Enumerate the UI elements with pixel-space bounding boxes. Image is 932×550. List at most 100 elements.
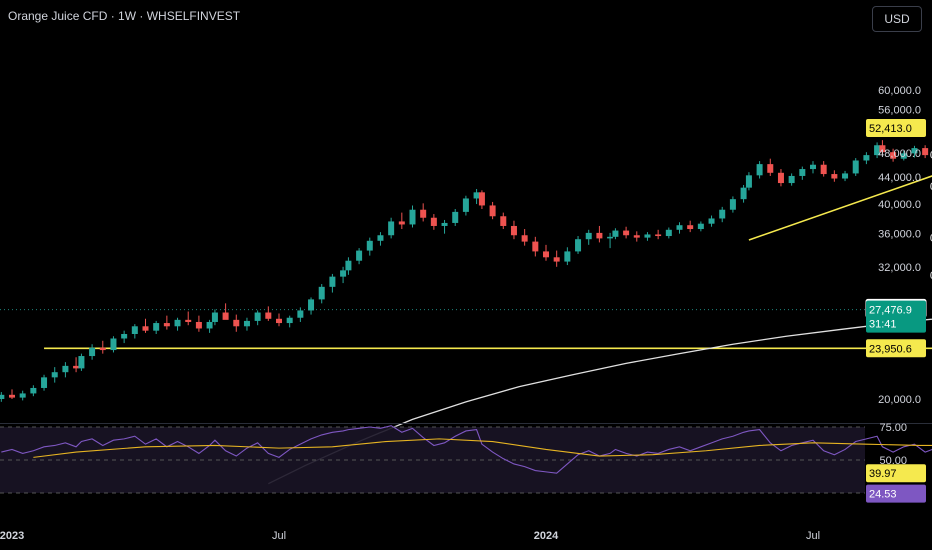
candle-body	[478, 192, 485, 206]
candle-body	[633, 235, 640, 238]
candle-body	[676, 225, 683, 230]
rsi-pane	[0, 425, 932, 494]
candle-body	[543, 251, 549, 258]
price-badge: 27,476.9	[869, 305, 912, 317]
candle-body	[377, 235, 384, 241]
candle-body	[462, 198, 469, 212]
candle-body	[185, 319, 192, 322]
currency-button[interactable]: USD	[872, 6, 922, 32]
candle-body	[78, 356, 85, 369]
candle-body	[874, 145, 881, 156]
candle-body	[41, 377, 48, 388]
candle-body	[489, 205, 496, 217]
price-badge-bg	[866, 339, 926, 358]
candle-body	[254, 312, 261, 321]
candle-body	[532, 241, 539, 252]
rsi-badge: 24.53	[869, 489, 897, 501]
moving-average-line	[268, 318, 932, 485]
rsi-line	[1, 425, 932, 474]
candle-body	[174, 319, 181, 327]
rsi-tick-label: 75.00	[879, 422, 907, 434]
time-tick-label: Jul	[806, 530, 820, 542]
candle-body	[575, 239, 582, 252]
time-tick-label: 2023	[0, 530, 24, 542]
candle-body	[318, 286, 325, 300]
candle-body	[831, 174, 838, 179]
fib-label: 0.382 (35,495.6)	[930, 233, 932, 245]
price-badge-countdown: 31:41	[869, 319, 897, 331]
candle-body	[329, 276, 336, 287]
candle-body	[420, 209, 427, 218]
price-badge: 23,950.6	[869, 343, 912, 355]
time-tick-label: 2024	[534, 530, 559, 542]
candle-body	[62, 365, 69, 373]
candle-body	[441, 222, 448, 226]
price-tick-label: 44,000.0	[878, 172, 921, 184]
price-tick-label: 36,000.0	[878, 229, 921, 241]
candle-body	[9, 394, 15, 398]
candle-body	[719, 209, 726, 219]
price-badge-bg	[866, 119, 926, 138]
chart-title: Orange Juice CFD · 1W · WHSELFINVEST	[8, 9, 241, 23]
candle-body	[121, 333, 128, 339]
candle-body	[890, 152, 897, 159]
axes: 60,000.0 56,000.0 48,000.0 44,000.0 40,000.0…	[0, 85, 932, 542]
candle-body	[922, 148, 929, 156]
candle-body	[195, 321, 202, 329]
candle-body	[211, 312, 218, 322]
candle-body	[697, 223, 704, 230]
candle-body	[356, 250, 363, 261]
candle-body	[243, 320, 250, 327]
candle-body	[863, 155, 870, 161]
candle-body	[308, 299, 315, 311]
candle-body	[655, 234, 662, 237]
candle-body	[911, 148, 918, 154]
candle-body	[0, 394, 5, 399]
price-badge-bg	[866, 300, 926, 333]
candle-body	[19, 393, 26, 398]
price-tick-label: 56,000.0	[878, 104, 921, 116]
trendline	[748, 175, 932, 241]
candle-body	[740, 187, 747, 200]
candle-body	[756, 164, 763, 176]
candle-body	[89, 347, 96, 357]
price-pane: 1 (54,141.3)0.786 (47,681.7)0.618 (42,61…	[0, 140, 932, 485]
candle-body	[473, 192, 480, 199]
candle-body	[810, 164, 816, 170]
price-tick-label: 20,000.0	[878, 394, 921, 406]
price-tick-label: 48,000.0	[878, 148, 921, 160]
candle-body	[345, 260, 352, 271]
candle-body	[233, 319, 240, 327]
rsi-badge-bg	[866, 464, 926, 483]
candle-body	[73, 365, 80, 369]
candle-body	[564, 251, 571, 262]
candle-body	[777, 172, 784, 184]
price-tick-label: 32,000.0	[878, 262, 921, 274]
rsi-badge: 39.97	[869, 468, 897, 480]
rsi-ma-line	[33, 438, 932, 458]
candle-body	[99, 347, 106, 351]
candle-body	[430, 217, 437, 226]
price-badge: 52,413.0	[869, 123, 912, 135]
candle-body	[297, 310, 304, 318]
candle-body	[276, 318, 282, 324]
candle-body	[596, 232, 603, 239]
candle-body	[879, 145, 886, 153]
candle-body	[521, 235, 528, 242]
candle-body	[644, 234, 651, 238]
candle-body	[842, 173, 849, 179]
candle-body	[607, 236, 614, 239]
candle-body	[788, 175, 795, 184]
candle-body	[388, 221, 395, 236]
candle-body	[340, 270, 347, 277]
rsi-tick-label: 50.00	[879, 455, 907, 467]
candle-body	[799, 169, 806, 176]
candle-body	[585, 232, 592, 240]
candle-body	[398, 221, 405, 225]
candle-body	[110, 338, 117, 351]
candle-body	[767, 164, 774, 173]
time-tick-label: Jul	[272, 530, 286, 542]
candle-body	[510, 225, 517, 236]
candle-body	[852, 160, 859, 174]
